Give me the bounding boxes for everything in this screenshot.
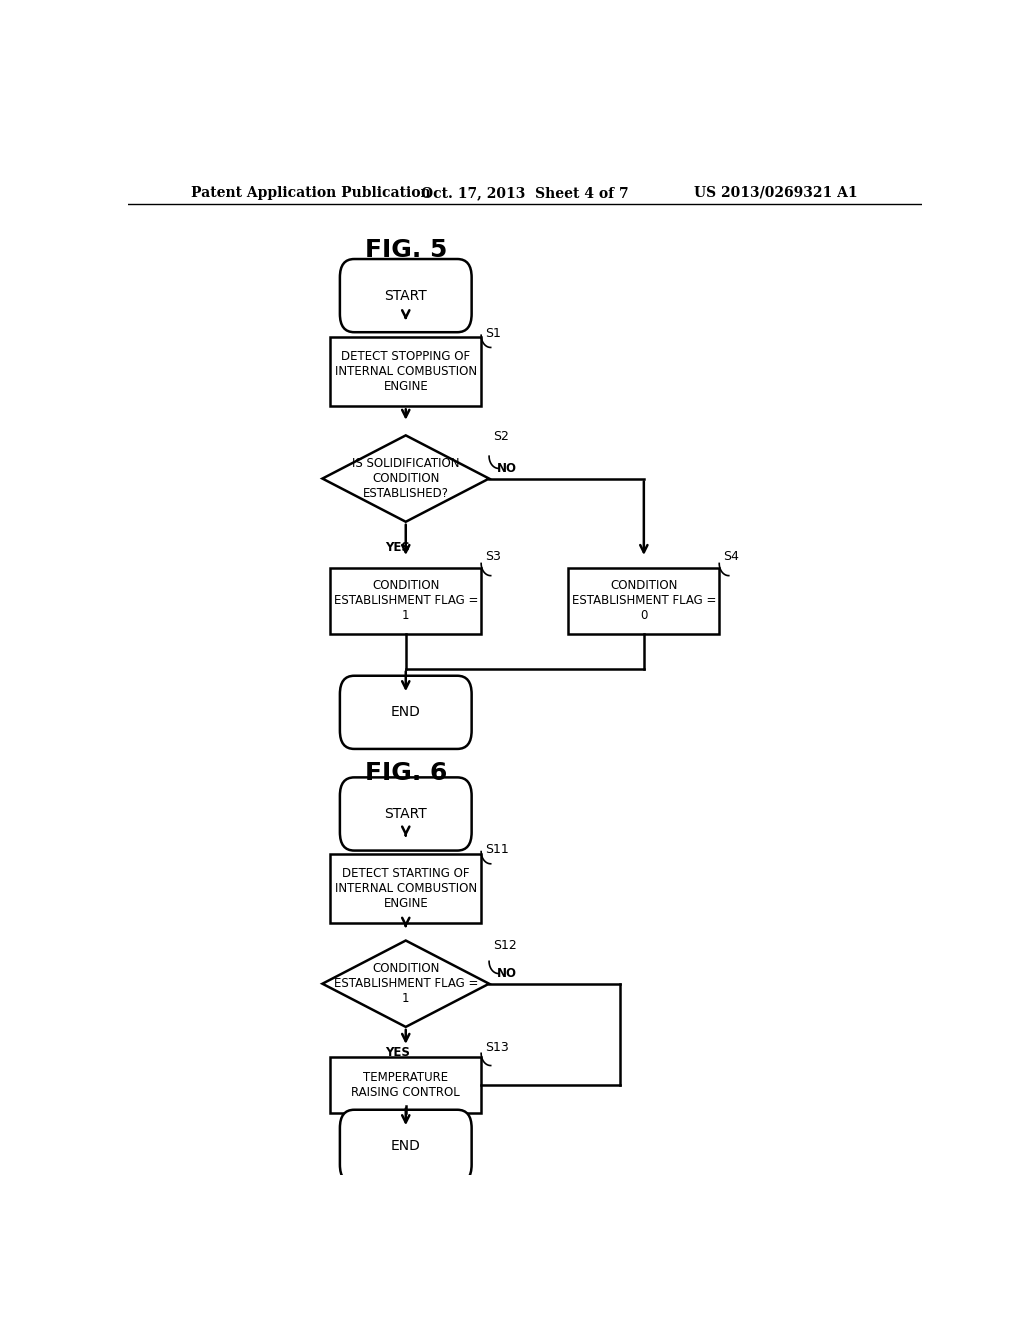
Text: NO: NO	[497, 462, 517, 475]
Text: S13: S13	[485, 1041, 509, 1055]
Text: S1: S1	[485, 327, 501, 339]
Text: YES: YES	[385, 541, 411, 553]
Text: DETECT STOPPING OF
INTERNAL COMBUSTION
ENGINE: DETECT STOPPING OF INTERNAL COMBUSTION E…	[335, 350, 477, 393]
Text: CONDITION
ESTABLISHMENT FLAG =
0: CONDITION ESTABLISHMENT FLAG = 0	[571, 579, 716, 622]
Text: IS SOLIDIFICATION
CONDITION
ESTABLISHED?: IS SOLIDIFICATION CONDITION ESTABLISHED?	[352, 457, 460, 500]
FancyBboxPatch shape	[340, 1110, 472, 1183]
FancyBboxPatch shape	[340, 777, 472, 850]
Text: Oct. 17, 2013  Sheet 4 of 7: Oct. 17, 2013 Sheet 4 of 7	[421, 186, 629, 199]
Text: S3: S3	[485, 550, 501, 564]
Text: US 2013/0269321 A1: US 2013/0269321 A1	[694, 186, 858, 199]
Bar	[331, 1057, 481, 1113]
Text: START: START	[384, 807, 427, 821]
Text: TEMPERATURE
RAISING CONTROL: TEMPERATURE RAISING CONTROL	[351, 1072, 460, 1100]
Text: S12: S12	[494, 939, 517, 952]
Bar	[331, 854, 481, 923]
Text: FIG. 5: FIG. 5	[365, 238, 446, 261]
Bar	[331, 338, 481, 407]
Text: FIG. 6: FIG. 6	[365, 762, 446, 785]
Polygon shape	[323, 941, 489, 1027]
Text: S4: S4	[723, 550, 739, 564]
FancyBboxPatch shape	[340, 259, 472, 333]
Text: S2: S2	[494, 430, 509, 444]
Text: Patent Application Publication: Patent Application Publication	[191, 186, 431, 199]
Bar	[331, 568, 481, 634]
Text: START: START	[384, 289, 427, 302]
Text: END: END	[391, 705, 421, 719]
Bar	[568, 568, 719, 634]
Polygon shape	[323, 436, 489, 521]
Text: S11: S11	[485, 843, 509, 857]
Text: END: END	[391, 1139, 421, 1154]
Text: YES: YES	[385, 1045, 411, 1059]
Text: CONDITION
ESTABLISHMENT FLAG =
1: CONDITION ESTABLISHMENT FLAG = 1	[334, 579, 478, 622]
Text: DETECT STARTING OF
INTERNAL COMBUSTION
ENGINE: DETECT STARTING OF INTERNAL COMBUSTION E…	[335, 867, 477, 909]
Text: NO: NO	[497, 968, 517, 979]
FancyBboxPatch shape	[340, 676, 472, 748]
Text: CONDITION
ESTABLISHMENT FLAG =
1: CONDITION ESTABLISHMENT FLAG = 1	[334, 962, 478, 1006]
